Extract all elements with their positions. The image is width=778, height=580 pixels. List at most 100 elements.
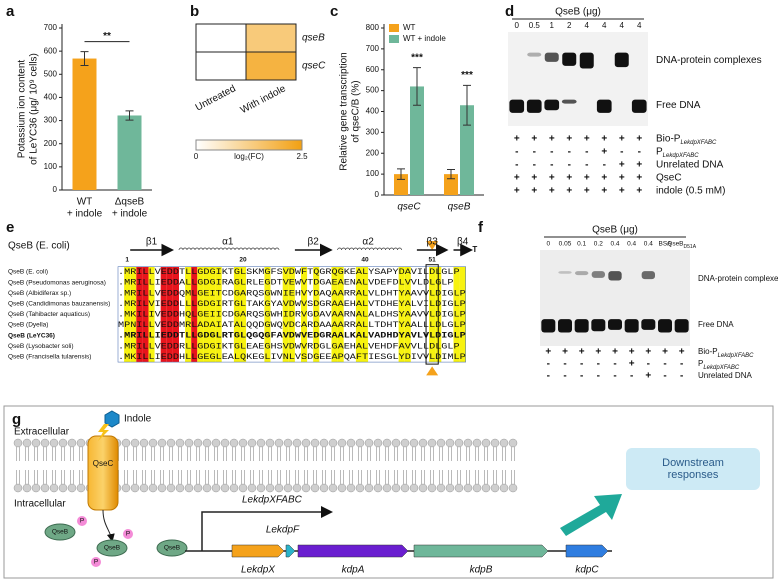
panel-label: b	[190, 3, 199, 20]
conservation	[130, 266, 137, 363]
lane-label: 0.2	[594, 241, 603, 248]
row-label: qseB	[302, 33, 325, 44]
lipid-tail	[331, 447, 335, 461]
lipid-tail	[448, 447, 452, 461]
conservation	[337, 266, 344, 363]
colorbar-label: log₂(FC)	[234, 152, 264, 161]
lipid-tail	[439, 447, 443, 461]
lipid-head	[193, 483, 203, 493]
lipid-tail	[52, 470, 56, 484]
lipid-tail	[394, 470, 398, 484]
lipid-head	[256, 483, 266, 493]
band	[614, 52, 629, 68]
conservation	[429, 266, 436, 363]
lipid-tail	[403, 470, 407, 484]
lipid-head	[22, 438, 32, 448]
species-label: QseB (Albidiferax sp.)	[8, 290, 71, 297]
reference-label: QseB (E. coli)	[8, 241, 70, 252]
sequence: .MKILLIEDDHLLGEGLEALQKEGLIVNLVSDGEEAPQAF…	[118, 353, 466, 362]
lipid-tail	[142, 470, 146, 484]
sign: -	[580, 359, 583, 370]
sign: +	[679, 347, 685, 358]
lipid-head	[274, 483, 284, 493]
band	[608, 319, 622, 330]
lipid-head	[238, 483, 248, 493]
lipid-head	[130, 483, 140, 493]
lipid-tail	[349, 447, 353, 461]
sign: +	[619, 160, 625, 171]
highlight-box	[425, 264, 439, 365]
gene-label: kdpC	[575, 565, 599, 576]
conservation	[459, 266, 466, 363]
panel-label: c	[330, 3, 338, 20]
lane-label: 4	[637, 21, 642, 30]
lipid-head	[166, 483, 176, 493]
band	[541, 319, 556, 333]
lipid-tail	[124, 447, 128, 461]
y-axis-label: Relative gene transcription	[339, 52, 350, 170]
lane-label: 4	[585, 21, 590, 30]
lipid-tail	[241, 447, 245, 461]
gene	[285, 544, 296, 558]
lane-label: 4	[602, 21, 607, 30]
indole-label: Indole	[124, 414, 152, 425]
lipid-tail	[295, 470, 299, 484]
band	[544, 99, 560, 111]
lipid-head	[211, 483, 221, 493]
conservation	[166, 266, 173, 363]
lipid-tail	[502, 447, 506, 461]
lipid-tail	[493, 447, 497, 461]
sign: +	[601, 173, 607, 184]
gel-title: QseB (μg)	[555, 7, 601, 18]
lipid-tail	[268, 470, 272, 484]
lipid-tail	[511, 470, 515, 484]
sign: +	[619, 186, 625, 197]
significance: **	[103, 31, 111, 42]
sign: +	[629, 359, 635, 370]
lipid-head	[292, 483, 302, 493]
sensor-label: QseC	[93, 459, 114, 468]
sign: +	[636, 186, 642, 197]
lipid-tail	[304, 447, 308, 461]
sign: +	[645, 347, 651, 358]
lipid-tail	[61, 470, 65, 484]
conservation	[233, 266, 240, 363]
lipid-head	[202, 483, 212, 493]
lipid-head	[58, 483, 68, 493]
error-bar	[397, 168, 405, 180]
band	[575, 271, 589, 276]
lipid-head	[148, 483, 158, 493]
lipid-tail	[268, 447, 272, 461]
sign: +	[579, 347, 585, 358]
lipid-tail	[61, 447, 65, 461]
row-label: indole (0.5 mM)	[656, 186, 725, 197]
lipid-head	[472, 483, 482, 493]
y-tick-label: 600	[44, 46, 58, 55]
lipid-tail	[376, 470, 380, 484]
helix	[337, 247, 402, 251]
sign: -	[550, 147, 553, 158]
band	[562, 52, 577, 66]
sign: +	[584, 186, 590, 197]
lipid-head	[157, 483, 167, 493]
sign: -	[613, 371, 616, 382]
lipid-head	[40, 438, 50, 448]
lipid-head	[121, 483, 131, 493]
lipid-tail	[277, 470, 281, 484]
sign: -	[597, 371, 600, 382]
conservation	[240, 266, 247, 363]
lipid-tail	[358, 470, 362, 484]
lipid-head	[364, 438, 374, 448]
lipid-head	[148, 438, 158, 448]
lipid-tail	[331, 470, 335, 484]
lipid-tail	[142, 447, 146, 461]
lipid-tail	[25, 447, 29, 461]
row-label: PLekdpXFABC	[656, 147, 699, 159]
lipid-tail	[232, 470, 236, 484]
x-tick-label: WT	[77, 197, 93, 208]
y-tick-label: 100	[44, 162, 58, 171]
lane-label: BSA	[658, 241, 672, 248]
column-label: With indole	[239, 83, 288, 116]
lipid-tail	[43, 470, 47, 484]
